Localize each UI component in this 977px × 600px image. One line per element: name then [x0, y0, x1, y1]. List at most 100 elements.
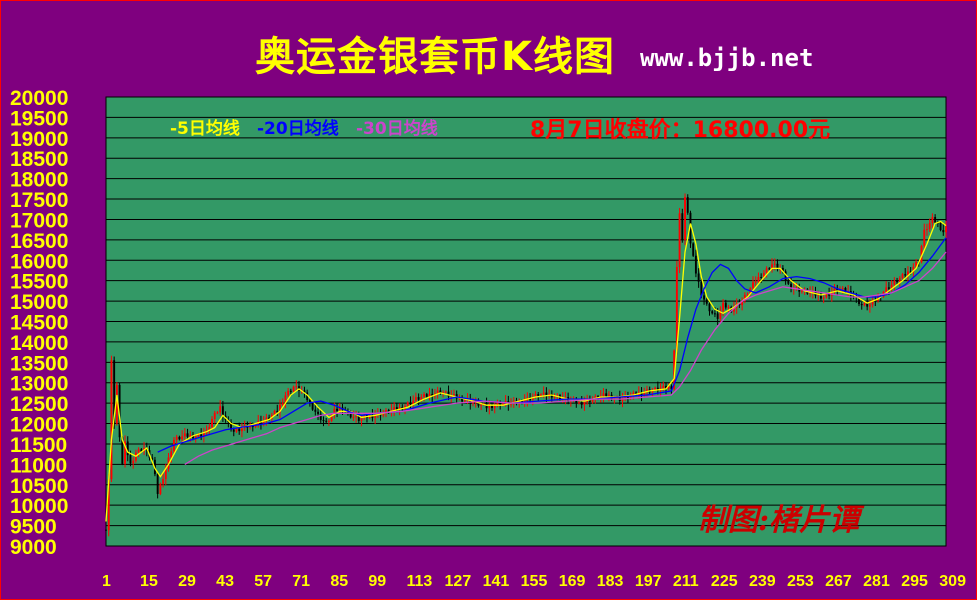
- x-tick-label: 43: [216, 573, 234, 590]
- candle-body: [219, 406, 222, 413]
- candle-body: [287, 390, 290, 396]
- candle-body: [860, 304, 863, 306]
- candle-body: [931, 217, 934, 224]
- candle-body: [349, 411, 352, 418]
- y-tick-label: 16000: [10, 250, 68, 273]
- candle-body: [281, 402, 284, 405]
- candle-body: [741, 301, 744, 306]
- ma-line-0: [105, 220, 947, 522]
- candle-body: [564, 397, 567, 399]
- candle-body: [211, 418, 213, 428]
- ma-line-1: [157, 237, 947, 453]
- candle-body: [852, 295, 855, 297]
- candle-body: [327, 420, 330, 422]
- candle-body: [621, 398, 624, 402]
- candle-body: [733, 307, 735, 312]
- candle-body: [700, 281, 703, 296]
- candle-body: [752, 282, 754, 289]
- candle-body: [887, 287, 890, 289]
- candle-body: [893, 280, 896, 285]
- candle-body: [322, 420, 325, 422]
- x-tick-label: 169: [559, 573, 586, 590]
- candle-body: [828, 293, 831, 296]
- candle-body: [376, 412, 379, 416]
- candle-body: [540, 394, 542, 397]
- candle-body: [542, 392, 545, 395]
- x-tick-label: 1: [102, 573, 111, 590]
- candle-body: [488, 405, 491, 409]
- x-axis-ticks: 1 15 29 43 57 71 85 99 113 127 141 155 169 183 197 211 2…: [102, 573, 966, 590]
- candle-body: [238, 428, 241, 432]
- candle-body: [499, 402, 502, 406]
- x-tick-label: 309: [939, 573, 966, 590]
- candle-body: [181, 436, 184, 440]
- y-tick-label: 11500: [10, 434, 67, 457]
- candle-body: [923, 229, 926, 246]
- candle-body: [901, 274, 904, 279]
- candle-body: [200, 434, 203, 437]
- candle-body: [512, 400, 515, 403]
- candle-body: [202, 433, 205, 437]
- candle-body: [292, 386, 295, 392]
- candle-body: [447, 391, 450, 397]
- candle-body: [170, 451, 173, 458]
- y-tick-label: 9000: [10, 536, 57, 559]
- candle-body: [235, 428, 238, 432]
- y-tick-label: 12500: [10, 393, 68, 416]
- candle-body: [355, 416, 358, 418]
- candle-body: [708, 303, 711, 312]
- grid-lines: [106, 116, 946, 527]
- site-url: www.bjjb.net: [640, 44, 814, 72]
- candle-body: [722, 302, 725, 311]
- candle-body: [820, 294, 822, 299]
- moving-average-lines: [105, 220, 947, 522]
- candle-body: [689, 212, 692, 244]
- y-tick-label: 13000: [10, 373, 68, 396]
- y-tick-label: 16500: [10, 230, 68, 253]
- x-tick-label: 29: [178, 573, 196, 590]
- y-tick-label: 12000: [10, 414, 68, 437]
- candle-body: [646, 389, 648, 393]
- candle-body: [588, 399, 591, 402]
- candle-body: [754, 281, 757, 283]
- candle-body: [781, 267, 784, 272]
- candle-body: [393, 407, 396, 410]
- candle-body: [118, 384, 121, 438]
- candle-body: [442, 392, 445, 394]
- candle-body: [686, 197, 689, 213]
- author-signature: 制图:楮片谭: [698, 503, 865, 538]
- candle-body: [398, 407, 401, 410]
- candle-body: [110, 360, 113, 480]
- candle-body: [115, 384, 118, 424]
- candle-body: [417, 397, 420, 400]
- candle-body: [412, 400, 415, 405]
- x-tick-label: 99: [368, 573, 386, 590]
- candle-body: [863, 303, 866, 306]
- candle-body: [306, 392, 309, 401]
- candle-body: [934, 217, 937, 223]
- candle-body: [107, 479, 110, 531]
- x-tick-label: 267: [825, 573, 852, 590]
- candle-body: [317, 411, 319, 414]
- candle-body: [705, 299, 708, 304]
- candle-body: [790, 283, 792, 289]
- candle-body: [678, 213, 681, 267]
- y-tick-label: 15500: [10, 271, 68, 294]
- candle-body: [385, 410, 387, 413]
- candle-body: [762, 273, 765, 278]
- x-tick-label: 183: [597, 573, 624, 590]
- candle-body: [406, 402, 409, 407]
- candle-body: [357, 416, 360, 421]
- candle-body: [825, 293, 828, 298]
- x-tick-label: 295: [901, 573, 928, 590]
- candle-body: [230, 422, 232, 430]
- x-tick-label: 57: [254, 573, 272, 590]
- candle-body: [496, 402, 499, 406]
- legend-ma5: -5日均线: [170, 118, 240, 139]
- candle-body: [926, 229, 928, 231]
- candle-body: [113, 360, 116, 424]
- candle-body: [890, 284, 893, 289]
- candle-body: [800, 290, 803, 292]
- candle-body: [213, 412, 216, 419]
- x-tick-label: 15: [140, 573, 158, 590]
